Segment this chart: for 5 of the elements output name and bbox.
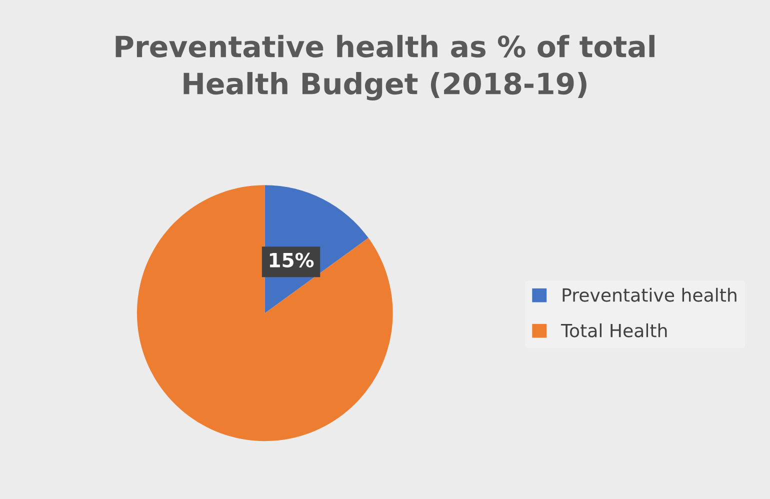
- data-label: 15%: [270, 252, 314, 268]
- legend-label: Total Health: [560, 323, 667, 338]
- chart-title: Preventative health as % of total Health Budget (2018-19): [116, 34, 654, 100]
- legend-label: Preventative health: [562, 288, 736, 302]
- pie-slice: [136, 185, 393, 442]
